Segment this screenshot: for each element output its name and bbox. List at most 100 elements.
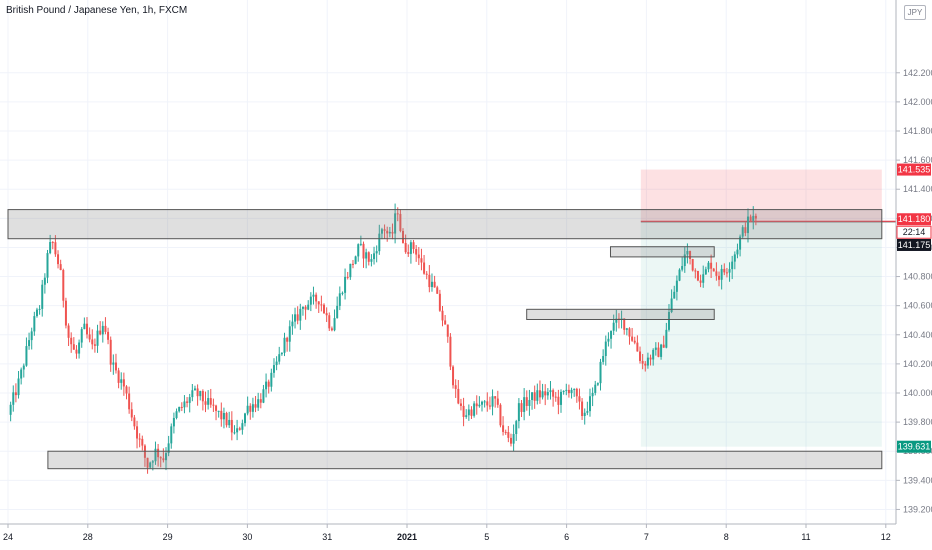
x-tick-label: 11 (801, 532, 810, 542)
candle-body (254, 404, 257, 408)
candle-body (523, 397, 526, 412)
x-tick-label: 2021 (397, 532, 417, 542)
candle-body (459, 403, 462, 406)
candle-body (320, 304, 323, 306)
time-axis[interactable]: 24 28 29 30 31 2021 5 6 7 8 11 12 (3, 524, 891, 542)
candle-body (465, 415, 468, 417)
candle-body (723, 268, 726, 273)
candle-body (446, 324, 449, 337)
candle-body (109, 339, 112, 365)
candle-body (644, 363, 647, 366)
candle-body (278, 354, 281, 362)
candle-body (120, 379, 123, 383)
candle-body (536, 390, 539, 401)
candle-body (196, 388, 199, 397)
price-badge-last (897, 213, 931, 226)
candle-body (183, 401, 186, 408)
candle-body (330, 328, 333, 331)
y-tick-label: 140.800 (903, 272, 932, 282)
currency-label[interactable]: JPY (904, 5, 926, 20)
candle-body (136, 426, 139, 439)
candle-body (96, 330, 99, 346)
candle-body (141, 438, 144, 446)
candle-body (731, 261, 734, 270)
candle-body (715, 271, 718, 276)
candle-body (670, 298, 673, 312)
candle-body (275, 361, 278, 366)
candle-body (654, 347, 657, 350)
candle-body (562, 390, 565, 392)
y-tick-label: 142.200 (903, 68, 932, 78)
candle-body (707, 262, 710, 270)
candle-body (388, 231, 391, 234)
candle-body (554, 396, 557, 398)
x-tick-label: 12 (881, 532, 891, 542)
candle-body (639, 351, 642, 361)
candle-body (391, 231, 394, 234)
x-tick-label: 6 (564, 532, 569, 542)
candle-body (301, 306, 304, 309)
candle-body (612, 322, 615, 331)
candle-body (62, 270, 65, 301)
candle-body (178, 406, 181, 412)
candle-body (280, 352, 283, 355)
zone-rectangle[interactable] (609, 246, 715, 258)
candle-body (586, 411, 589, 413)
candle-body (725, 272, 728, 274)
y-tick-label: 142.000 (903, 97, 932, 107)
candle-body (317, 301, 320, 305)
candle-body (423, 262, 426, 274)
candle-body (712, 268, 715, 272)
candle-body (425, 273, 428, 275)
candle-body (486, 401, 489, 406)
candle-body (265, 381, 268, 390)
candle-body (70, 337, 73, 345)
candle-body (594, 384, 597, 393)
y-tick-label: 140.000 (903, 388, 932, 398)
candle-body (207, 398, 210, 405)
zone-rectangle[interactable] (7, 209, 883, 240)
x-tick-label: 28 (83, 532, 93, 542)
x-tick-label: 30 (242, 532, 252, 542)
candle-body (496, 398, 499, 405)
candle-body (481, 401, 484, 405)
x-tick-label: 7 (644, 532, 649, 542)
candle-body (283, 337, 286, 353)
candle-body (362, 243, 365, 259)
candle-body (652, 349, 655, 360)
candle-body (504, 431, 507, 433)
candle-body (20, 369, 23, 379)
candle-body (72, 344, 75, 350)
candle-body (588, 396, 591, 412)
candle-body (628, 328, 631, 337)
candle-body (170, 426, 173, 444)
support-resistance-zones[interactable] (7, 209, 883, 470)
candle-body (46, 253, 49, 278)
candle-body (444, 320, 447, 325)
candle-body (538, 390, 541, 398)
candle-body (251, 404, 254, 412)
candle-body (752, 215, 755, 221)
candle-body (157, 448, 160, 458)
candle-body (636, 342, 639, 352)
zone-rectangle[interactable] (526, 308, 715, 320)
candle-body (349, 263, 352, 278)
candle-body (299, 308, 302, 321)
candle-body (351, 263, 354, 265)
candle-body (201, 391, 204, 402)
candle-body (138, 438, 141, 440)
zone-rectangle[interactable] (47, 450, 883, 470)
candle-body (662, 344, 665, 348)
candle-body (12, 392, 15, 405)
y-tick-label: 140.200 (903, 359, 932, 369)
candle-body (667, 311, 670, 330)
candle-body (467, 409, 470, 416)
candle-body (378, 233, 381, 252)
candle-body (720, 268, 723, 280)
candle-body (615, 318, 618, 323)
candle-body (244, 413, 247, 424)
candle-body (33, 316, 36, 332)
candle-body (623, 318, 626, 330)
short-position-tool[interactable] (640, 169, 896, 447)
